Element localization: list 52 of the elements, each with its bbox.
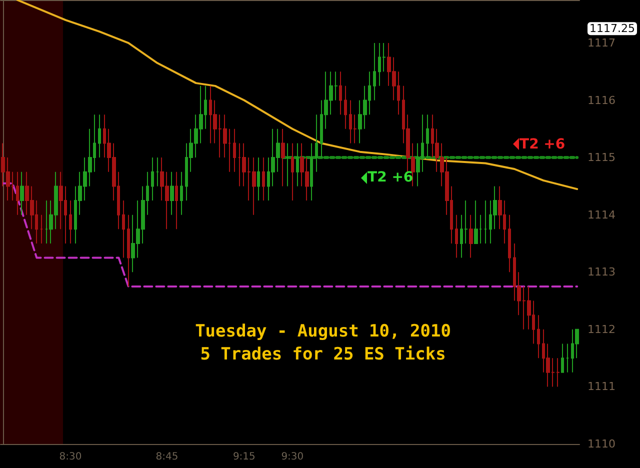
candlestick bbox=[122, 200, 125, 258]
x-tick-label: 9:30 bbox=[281, 452, 304, 462]
candlestick bbox=[339, 71, 342, 116]
candlestick bbox=[170, 171, 174, 216]
candlestick bbox=[40, 214, 43, 244]
candlestick bbox=[20, 171, 24, 216]
y-tick-label: 1113 bbox=[588, 266, 616, 279]
candlestick bbox=[484, 200, 487, 244]
candlestick bbox=[151, 157, 154, 202]
candlestick bbox=[257, 157, 260, 202]
candlestick bbox=[474, 200, 478, 244]
text: 5 Trades for 25 ES Ticks bbox=[200, 344, 446, 364]
candlestick bbox=[455, 214, 458, 258]
candlestick bbox=[233, 128, 236, 172]
annotation: T2 +6 bbox=[520, 136, 566, 152]
candlestick bbox=[566, 343, 569, 373]
candlestick bbox=[127, 214, 130, 287]
candlestick bbox=[281, 128, 285, 187]
candlestick bbox=[175, 171, 178, 230]
candlestick bbox=[180, 171, 183, 216]
candlestick bbox=[556, 358, 560, 388]
candlestick bbox=[561, 343, 564, 373]
candlestick bbox=[296, 142, 299, 187]
candlestick bbox=[373, 42, 376, 101]
text: Tuesday - August 10, 2010 bbox=[195, 322, 451, 342]
candlestick bbox=[537, 314, 540, 359]
candlestick bbox=[286, 142, 289, 187]
candlestick bbox=[344, 85, 347, 130]
candlestick bbox=[426, 114, 429, 158]
candlestick bbox=[69, 200, 72, 244]
candlestick bbox=[291, 142, 294, 202]
y-tick-label: 1117.25 bbox=[590, 22, 636, 36]
candlestick bbox=[98, 114, 101, 158]
y-tick-label: 1111 bbox=[588, 380, 616, 394]
x-tick-label: 8:45 bbox=[156, 452, 178, 462]
y-tick-label: 1114 bbox=[588, 208, 616, 222]
candlestick bbox=[310, 142, 313, 202]
y-tick-label: 1117 bbox=[588, 36, 616, 50]
x-tick-label: 8:30 bbox=[59, 452, 82, 462]
x-tick-label: 9:15 bbox=[232, 452, 256, 462]
line-series bbox=[16, 0, 578, 190]
y-tick-label: 1115 bbox=[588, 151, 616, 164]
y-tick-label: 1110 bbox=[588, 438, 616, 450]
candlestick bbox=[16, 171, 19, 216]
line-series bbox=[2, 182, 578, 288]
candlestick bbox=[262, 157, 265, 202]
y-tick-label: 1116 bbox=[588, 94, 616, 107]
candlestick bbox=[469, 214, 473, 258]
candlestick bbox=[315, 114, 318, 172]
y-tick-label: 1112 bbox=[588, 322, 616, 336]
candlestick bbox=[508, 214, 511, 273]
candlestick bbox=[156, 157, 159, 187]
